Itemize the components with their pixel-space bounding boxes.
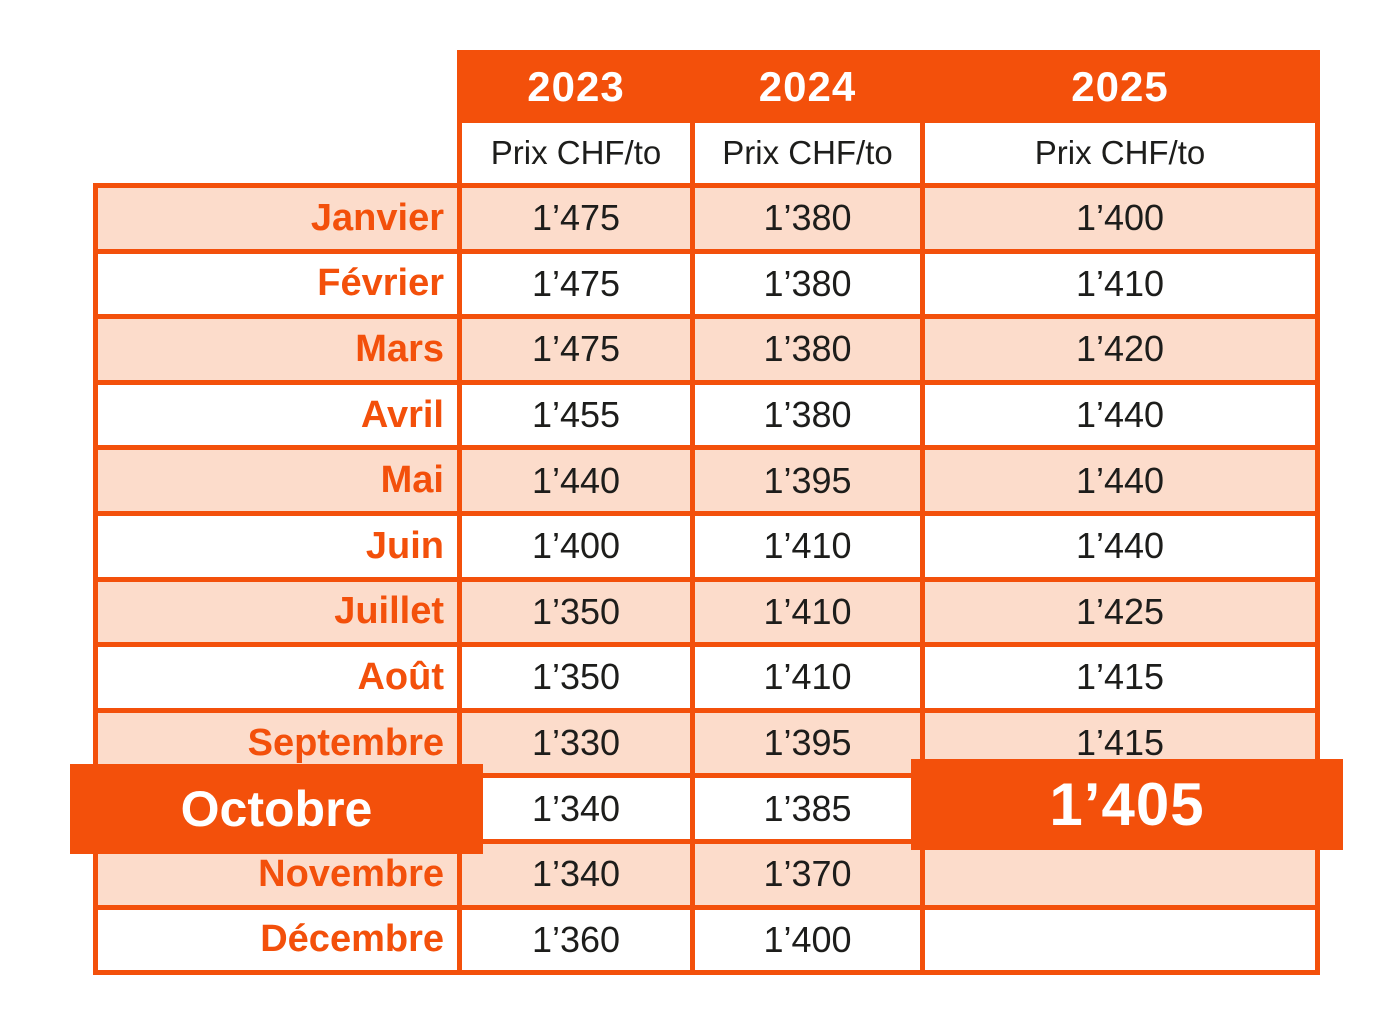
unit-label-2023: Prix CHF/to [457, 118, 695, 188]
value-cell: 1’400 [920, 183, 1320, 254]
value-cell: 1’340 [457, 838, 695, 910]
value-cell: 1’440 [920, 510, 1320, 582]
month-cell: Juin [93, 510, 462, 582]
unit-label-2024: Prix CHF/to [690, 118, 925, 188]
value-cell: 1’385 [690, 773, 925, 844]
value-cell: 1’360 [457, 904, 695, 976]
value-cell: 1’380 [690, 183, 925, 254]
month-cell: Juillet [93, 576, 462, 648]
table-row: Mars 1’475 1’380 1’420 [93, 314, 1320, 385]
value-cell: 1’350 [457, 576, 695, 648]
value-cell: 1’380 [690, 379, 925, 451]
table-row: Décembre 1’360 1’400 [93, 904, 1320, 976]
value-cell: 1’410 [690, 510, 925, 582]
value-cell: 1’400 [690, 904, 925, 976]
value-cell: 1’340 [457, 773, 695, 844]
price-table-header: 2023 2024 2025 Prix CHF/to Prix CHF/to P… [96, 50, 1320, 188]
month-cell: Décembre [93, 904, 462, 976]
month-cell: Août [93, 642, 462, 713]
year-header-2023: 2023 [457, 50, 695, 123]
value-cell: 1’410 [690, 642, 925, 713]
value-cell: 1’330 [457, 707, 695, 779]
month-cell: Mars [93, 314, 462, 385]
value-cell: 1’440 [920, 379, 1320, 451]
table-row: Juillet 1’350 1’410 1’425 [93, 576, 1320, 648]
table-row: Janvier 1’475 1’380 1’400 [93, 183, 1320, 254]
value-cell: 1’370 [690, 838, 925, 910]
value-cell: 1’395 [690, 445, 925, 516]
year-header-row: 2023 2024 2025 [96, 50, 1320, 123]
month-cell: Mai [93, 445, 462, 516]
highlighted-value-badge: 1’405 [911, 759, 1343, 850]
value-cell: 1’475 [457, 183, 695, 254]
value-cell: 1’475 [457, 314, 695, 385]
table-row: Avril 1’455 1’380 1’440 [93, 379, 1320, 451]
value-cell: 1’395 [690, 707, 925, 779]
price-table: 2023 2024 2025 Prix CHF/to Prix CHF/to P… [93, 50, 1320, 976]
value-cell: 1’410 [690, 576, 925, 648]
table-row: Juin 1’400 1’410 1’440 [93, 510, 1320, 582]
value-cell: 1’400 [457, 510, 695, 582]
value-cell: 1’415 [920, 642, 1320, 713]
month-cell: Janvier [93, 183, 462, 254]
year-header-2024: 2024 [690, 50, 925, 123]
corner-spacer [96, 53, 460, 121]
value-cell: 1’475 [457, 248, 695, 320]
corner-spacer [96, 121, 460, 186]
value-cell: 1’410 [920, 248, 1320, 320]
value-cell: 1’440 [457, 445, 695, 516]
value-cell: 1’440 [920, 445, 1320, 516]
year-header-2025: 2025 [920, 50, 1320, 123]
value-cell: 1’420 [920, 314, 1320, 385]
price-table-body: Janvier 1’475 1’380 1’400 Février 1’475 … [93, 183, 1320, 976]
value-cell: 1’350 [457, 642, 695, 713]
unit-label-2025: Prix CHF/to [920, 118, 1320, 188]
month-cell: Avril [93, 379, 462, 451]
value-cell: 1’425 [920, 576, 1320, 648]
value-cell: 1’455 [457, 379, 695, 451]
value-cell: 1’380 [690, 248, 925, 320]
month-cell: Février [93, 248, 462, 320]
table-row: Mai 1’440 1’395 1’440 [93, 445, 1320, 516]
highlighted-month-badge: Octobre [70, 764, 483, 854]
value-cell [920, 904, 1320, 976]
value-cell [920, 838, 1320, 910]
unit-header-row: Prix CHF/to Prix CHF/to Prix CHF/to [96, 118, 1320, 188]
table-row: Février 1’475 1’380 1’410 [93, 248, 1320, 320]
table-row: Août 1’350 1’410 1’415 [93, 642, 1320, 713]
value-cell: 1’380 [690, 314, 925, 385]
